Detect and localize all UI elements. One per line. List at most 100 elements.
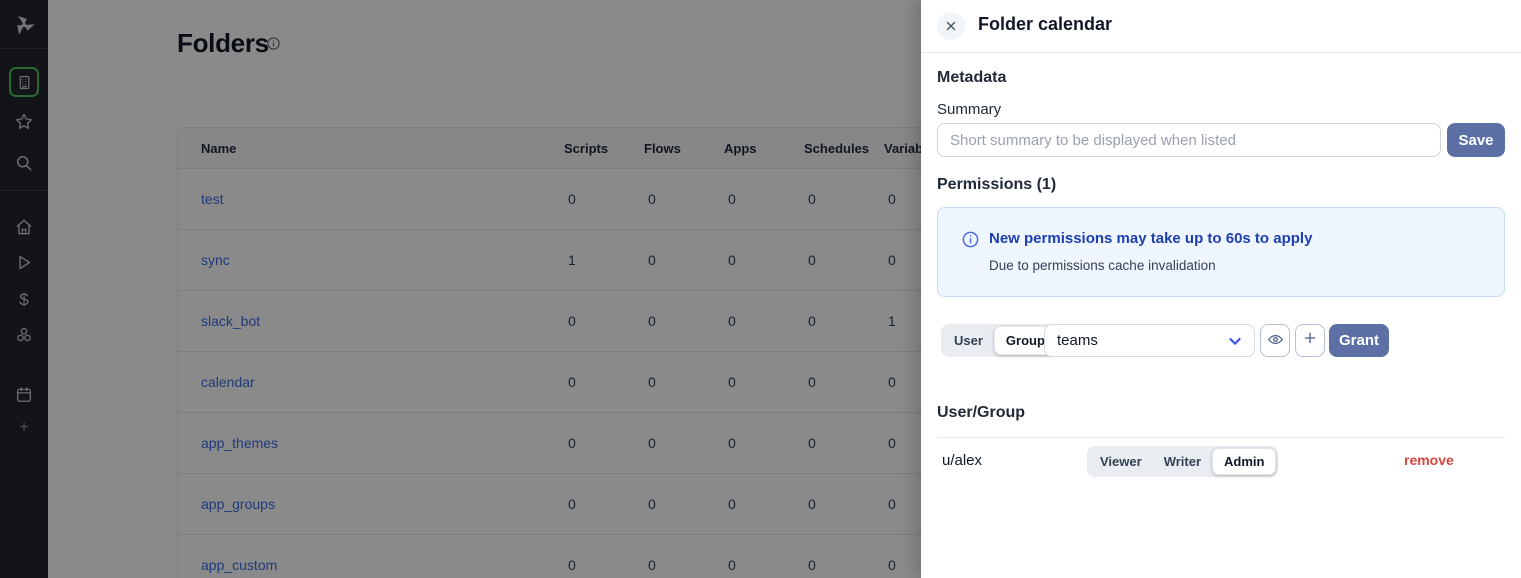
drawer-overlay[interactable] xyxy=(0,0,921,578)
table-cell: 0 xyxy=(728,252,736,268)
column-header: Scripts xyxy=(564,140,609,156)
table-cell: 0 xyxy=(888,252,896,268)
role-viewer[interactable]: Viewer xyxy=(1089,448,1153,475)
table-cell: 0 xyxy=(648,252,656,268)
eye-icon xyxy=(1267,331,1284,351)
table-cell: 0 xyxy=(888,557,896,573)
folder-link[interactable]: app_custom xyxy=(201,557,278,573)
sidebar-item-schedules[interactable] xyxy=(15,385,34,404)
table-cell: 0 xyxy=(568,191,576,207)
table-cell: 0 xyxy=(808,252,816,268)
table-cell: 0 xyxy=(568,557,576,573)
table-cell: 0 xyxy=(888,435,896,451)
table-cell: 0 xyxy=(568,374,576,390)
metadata-heading: Metadata xyxy=(937,69,1007,86)
table-cell: 0 xyxy=(648,435,656,451)
toggle-user[interactable]: User xyxy=(943,326,994,355)
table-cell: 1 xyxy=(888,313,896,329)
windmill-logo-icon[interactable] xyxy=(12,13,36,37)
table-cell: 0 xyxy=(888,496,896,512)
folder-link[interactable]: calendar xyxy=(201,374,255,390)
table-cell: 0 xyxy=(728,374,736,390)
user-group-toggle: User Group xyxy=(941,324,1059,357)
remove-link[interactable]: remove xyxy=(1404,452,1454,468)
search-icon xyxy=(17,156,32,171)
table-cell: 0 xyxy=(808,191,816,207)
drawer-title: Folder calendar xyxy=(978,14,1113,34)
column-header: Schedules xyxy=(804,140,870,156)
table-cell: 0 xyxy=(728,313,736,329)
table-cell: 0 xyxy=(648,557,656,573)
sidebar-divider xyxy=(0,190,48,191)
sidebar-item-search[interactable] xyxy=(14,153,34,173)
table-row: slack_bot 0 0 0 0 1 xyxy=(178,290,1416,351)
table-cell: 0 xyxy=(808,313,816,329)
folder-link[interactable]: app_groups xyxy=(201,496,275,512)
table-row: app_themes 0 0 0 0 0 xyxy=(178,412,1416,473)
role-admin[interactable]: Admin xyxy=(1212,448,1277,475)
sidebar-item-runs[interactable] xyxy=(15,253,34,272)
permissions-heading: Permissions (1) xyxy=(937,176,1057,193)
sidebar-item-variables[interactable]: $ xyxy=(19,290,28,310)
table-cell: 0 xyxy=(888,191,896,207)
alert-subtitle: Due to permissions cache invalidation xyxy=(989,258,1216,273)
sidebar-item-resources[interactable] xyxy=(14,325,34,345)
permissions-alert: New permissions may take up to 60s to ap… xyxy=(937,207,1505,297)
info-icon xyxy=(961,230,980,254)
table-cell: 0 xyxy=(808,496,816,512)
members-heading: User/Group xyxy=(937,404,1026,421)
table-row: app_groups 0 0 0 0 0 xyxy=(178,473,1416,534)
play-icon xyxy=(19,255,31,270)
table-cell: 0 xyxy=(648,374,656,390)
close-icon[interactable] xyxy=(937,12,965,40)
divider xyxy=(921,52,1521,53)
alert-title: New permissions may take up to 60s to ap… xyxy=(989,230,1313,247)
plus-icon: + xyxy=(19,419,29,436)
sidebar-item-create[interactable]: + xyxy=(19,419,28,437)
sidebar: $ + xyxy=(0,0,48,578)
table-row: app_custom 0 0 0 0 0 xyxy=(178,534,1416,578)
table-cell: 0 xyxy=(648,191,656,207)
folder-link[interactable]: app_themes xyxy=(201,435,279,451)
sidebar-divider xyxy=(0,48,48,49)
folder-link[interactable]: test xyxy=(201,191,224,207)
group-select[interactable]: teams xyxy=(1044,324,1255,357)
table-cell: 0 xyxy=(568,496,576,512)
table-cell: 0 xyxy=(808,557,816,573)
sidebar-item-folders[interactable] xyxy=(9,67,39,97)
table-row: calendar 0 0 0 0 0 xyxy=(178,351,1416,412)
page-title: Folders xyxy=(177,28,269,58)
column-header: Apps xyxy=(724,140,757,156)
preview-button[interactable] xyxy=(1260,324,1290,357)
dollar-icon: $ xyxy=(19,290,29,309)
home-icon xyxy=(16,219,32,235)
summary-label: Summary xyxy=(937,101,1002,118)
table-row: test 0 0 0 0 0 xyxy=(178,168,1416,229)
member-name: u/alex xyxy=(942,452,983,469)
folder-link[interactable]: slack_bot xyxy=(201,313,261,329)
save-button[interactable]: Save xyxy=(1447,123,1505,157)
table-cell: 0 xyxy=(648,496,656,512)
column-header: Name xyxy=(201,140,237,156)
star-icon xyxy=(16,113,32,129)
folder-link[interactable]: sync xyxy=(201,252,230,268)
table-cell: 0 xyxy=(568,313,576,329)
role-writer[interactable]: Writer xyxy=(1153,448,1212,475)
grant-button[interactable]: Grant xyxy=(1329,324,1389,357)
plus-icon xyxy=(1302,330,1318,351)
sidebar-item-favorites[interactable] xyxy=(14,112,34,132)
add-button[interactable] xyxy=(1295,324,1325,357)
sidebar-item-home[interactable] xyxy=(14,217,34,237)
summary-input[interactable] xyxy=(937,123,1441,157)
table-cell: 0 xyxy=(888,374,896,390)
chevron-down-icon xyxy=(1226,332,1244,350)
table-cell: 0 xyxy=(808,435,816,451)
table-cell: 0 xyxy=(808,374,816,390)
table-cell: 0 xyxy=(728,557,736,573)
divider xyxy=(937,437,1505,438)
role-toggle: Viewer Writer Admin xyxy=(1087,446,1279,477)
column-header: Flows xyxy=(644,140,681,156)
resources-icon xyxy=(17,327,31,342)
table-cell: 0 xyxy=(728,435,736,451)
